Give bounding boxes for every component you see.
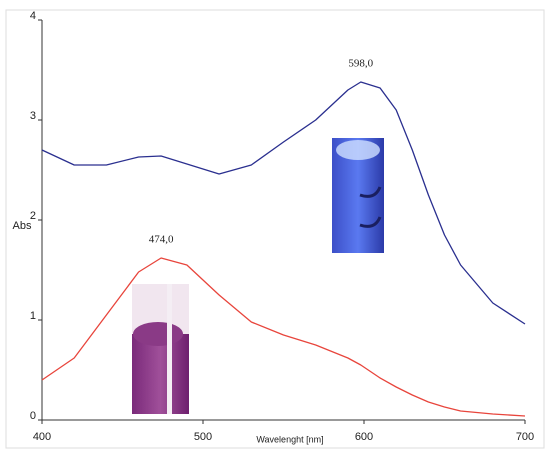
series-line [41, 257, 526, 417]
x-tick-label: 700 [516, 431, 534, 443]
y-tick-label: 4 [30, 10, 36, 22]
x-axis-label: Wavelenght [nm] [256, 434, 323, 444]
x-tick-label: 500 [194, 431, 212, 443]
y-tick-label: 1 [30, 310, 36, 322]
peak-label: 474,0 [149, 234, 174, 246]
y-tick-label: 0 [30, 410, 36, 422]
x-tick-label: 400 [33, 431, 51, 443]
frame [5, 9, 545, 449]
y-axis-label: Abs [13, 220, 32, 232]
y-tick-label: 3 [30, 110, 36, 122]
y-tick-label: 2 [30, 210, 36, 222]
peak-label: 598,0 [348, 58, 373, 70]
tube-purple [132, 284, 189, 414]
tube-blue [332, 138, 384, 253]
x-tick-label: 600 [355, 431, 373, 443]
series-line [41, 81, 526, 325]
